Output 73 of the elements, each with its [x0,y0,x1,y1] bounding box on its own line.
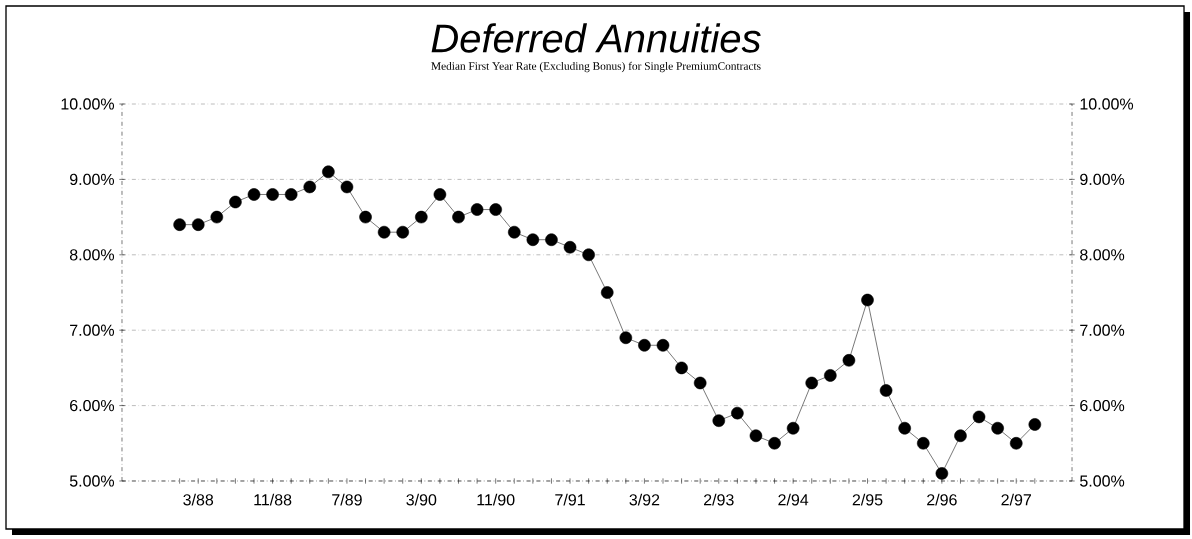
point [247,188,261,201]
x-tick-label: 2/97 [1001,493,1031,506]
point [768,437,781,450]
point [377,225,391,239]
x-tick-label: 7/91 [555,493,585,506]
y-tick-label: 7.00% [70,324,115,336]
point [898,421,911,435]
x-tick-label: 2/95 [852,493,883,506]
point [396,225,409,239]
point [489,203,502,216]
point [359,210,372,224]
point [191,218,205,231]
x-tick-label: 2/94 [778,493,809,506]
y-tick-label: 5.00% [69,475,115,487]
x-tick-label: 11/90 [477,493,515,506]
point [210,210,224,224]
point [433,188,447,201]
y2-tick-label: 5.00% [1080,475,1125,487]
point [508,225,521,239]
x-tick-label: 7/89 [332,493,362,506]
point [303,180,317,194]
point [452,210,465,224]
point [805,376,818,390]
y2-tick-label: 8.00% [1080,249,1125,261]
point [322,165,335,179]
point [415,210,428,224]
y2-tick-label: 9.00% [1080,173,1125,186]
point [972,410,986,424]
point [861,293,874,307]
point [935,467,949,480]
point [1009,437,1023,450]
point [749,429,763,443]
point [991,421,1004,435]
point [693,376,707,390]
y2-tick-label: 7.00% [1080,324,1125,336]
chart-subtitle: Median First Year Rate (Excluding Bonus) for Single PremiumContracts [431,61,761,73]
point [619,331,633,345]
x-tick-label: 3/90 [406,493,437,506]
point [545,233,558,246]
point [229,195,242,209]
chart-title: Deferred Annuities [431,23,761,53]
point [1028,418,1042,431]
y2-tick-label: 6.00% [1080,399,1125,412]
point [582,248,595,262]
point [917,437,930,450]
y-tick-label: 9.00% [70,173,115,186]
point [563,240,577,254]
point [470,203,484,216]
point [600,286,614,299]
point [786,421,800,435]
point [340,180,354,194]
point [266,188,279,201]
y-tick-label: 10.00% [61,98,115,110]
point [731,406,744,420]
point [173,218,186,231]
point [526,233,540,246]
y-tick-label: 6.00% [70,399,115,412]
point [284,188,298,201]
point [656,339,670,352]
x-tick-label: 3/88 [183,493,214,506]
point [675,361,688,375]
point [824,369,837,382]
point [638,339,651,352]
x-tick-label: 2/96 [927,493,957,506]
point [954,429,967,443]
y2-tick-label: 10.00% [1080,98,1134,110]
y-tick-label: 8.00% [69,249,115,261]
point [842,354,856,367]
point [879,384,893,397]
point [712,414,726,427]
x-tick-label: 3/92 [629,493,660,506]
x-tick-label: 2/93 [704,493,734,506]
x-tick-label: 11/88 [254,493,292,506]
